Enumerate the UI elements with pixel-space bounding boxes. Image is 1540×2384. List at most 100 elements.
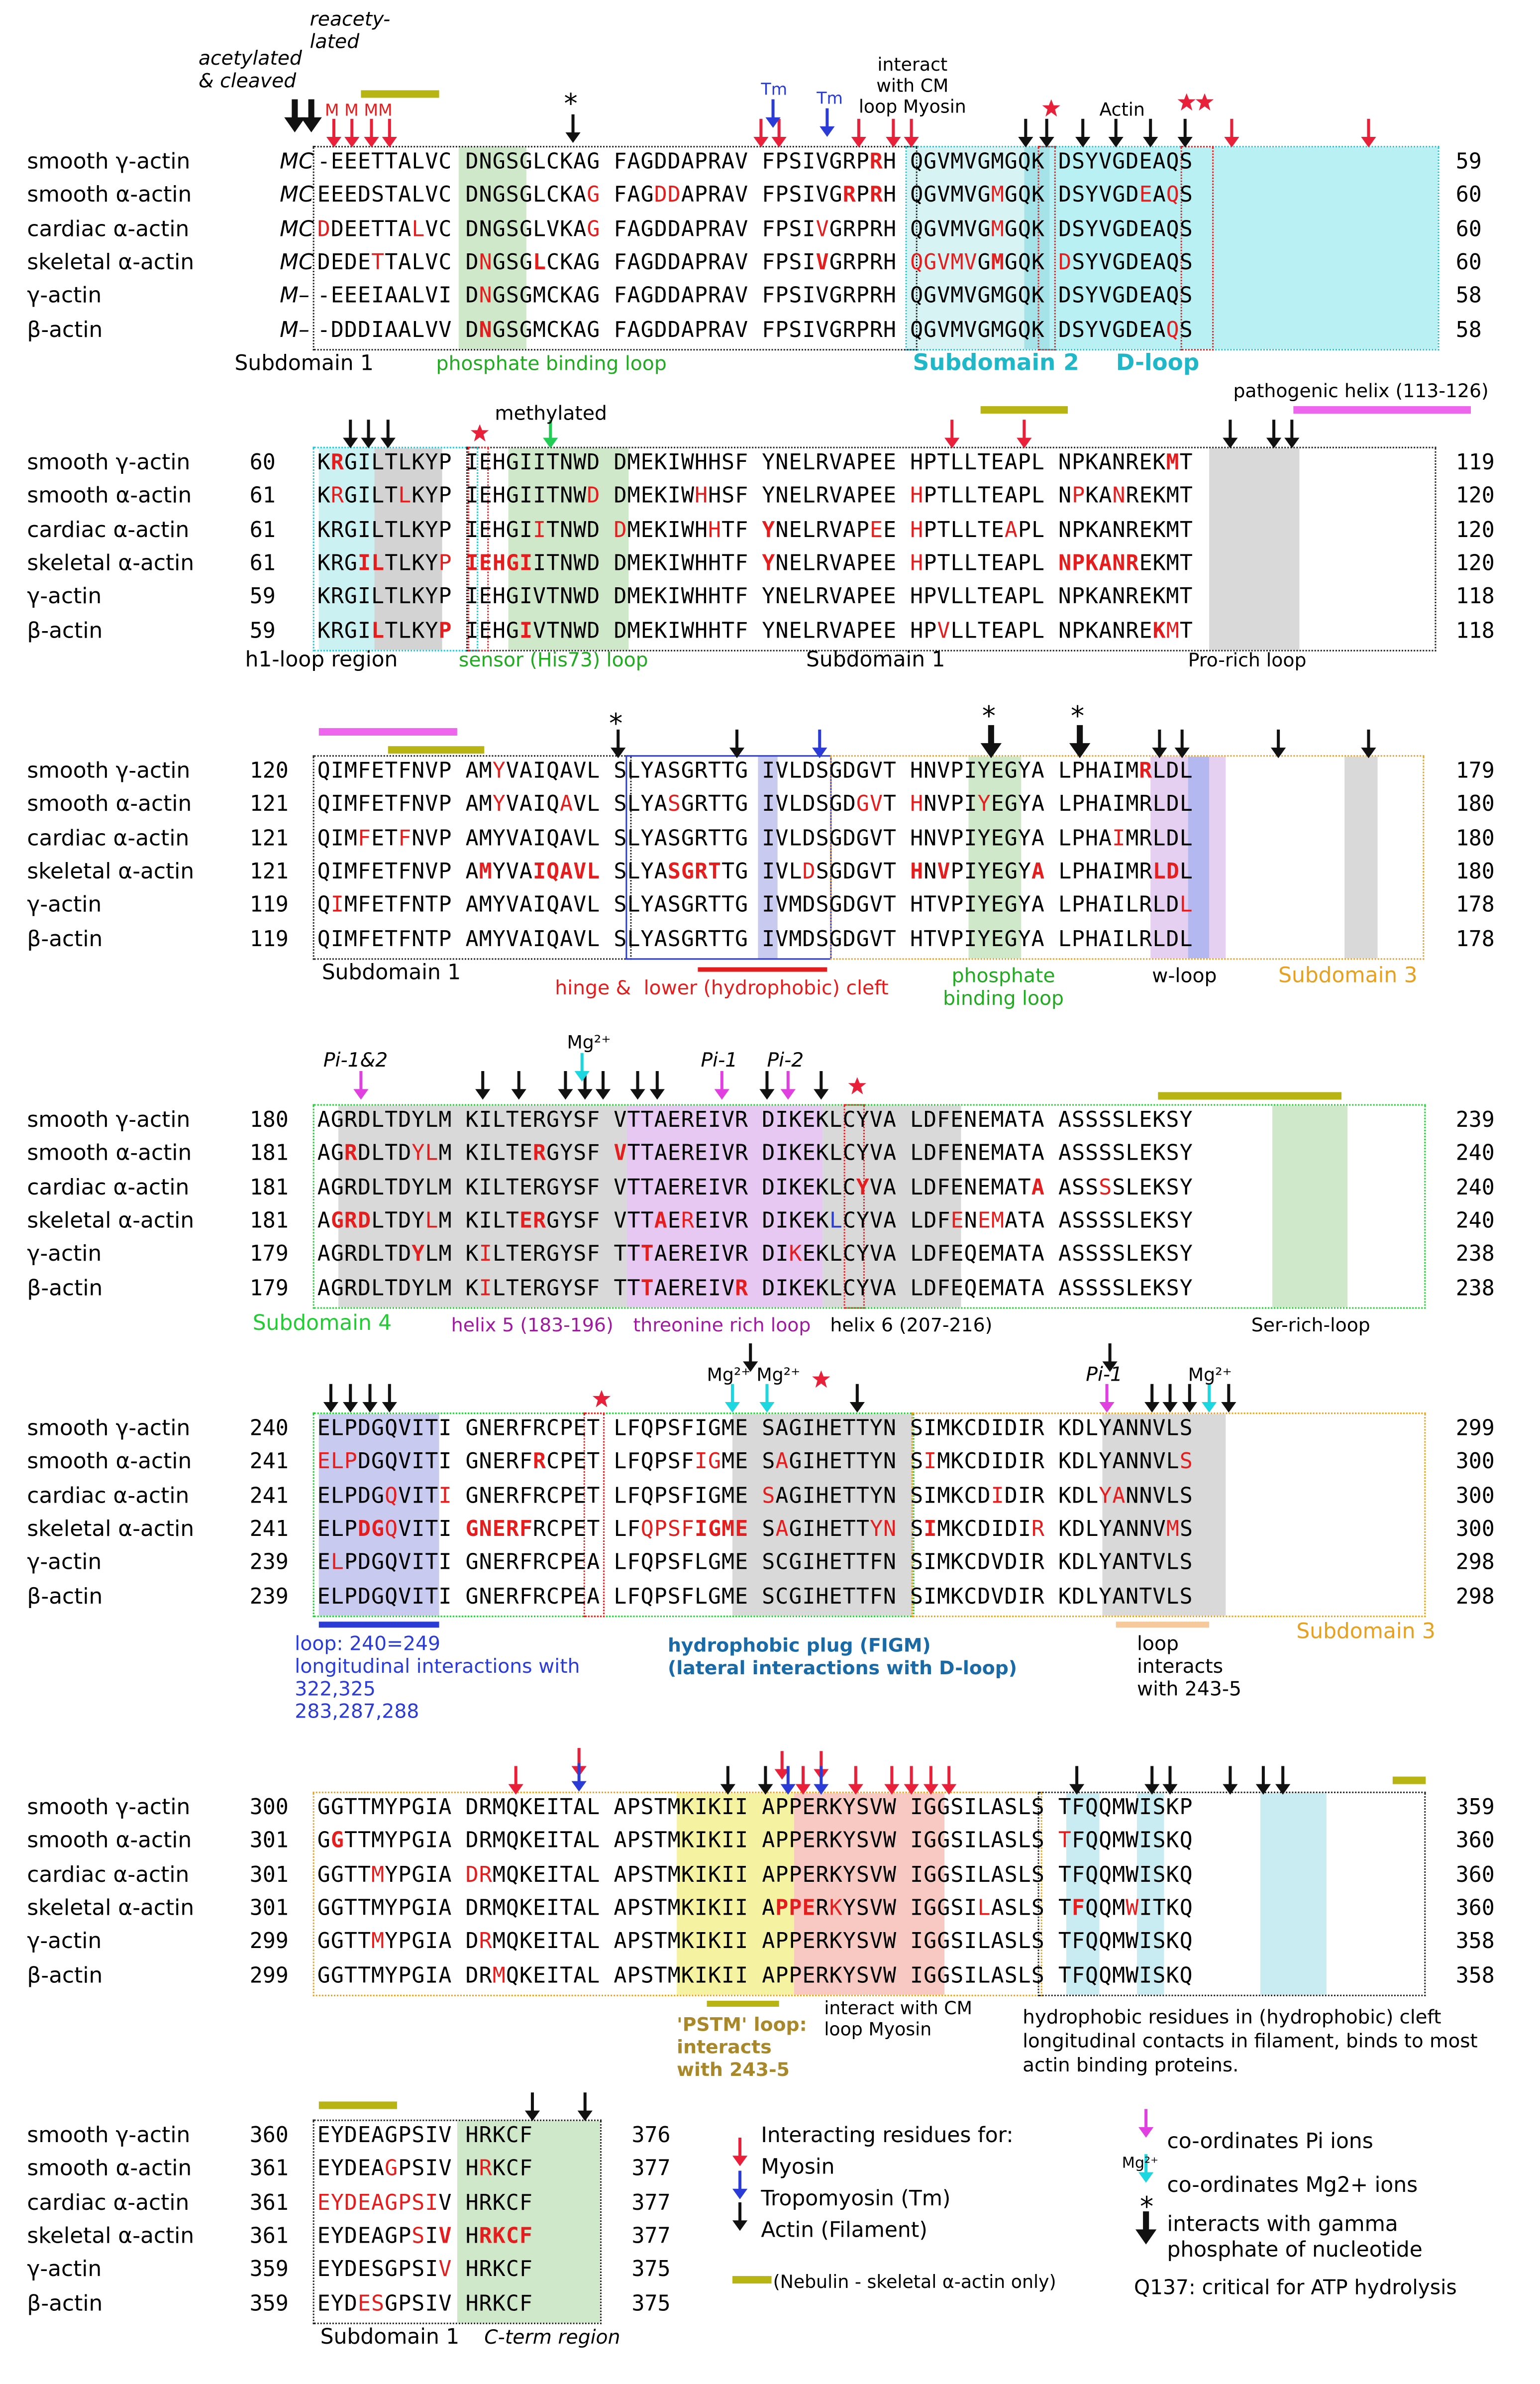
residue-segment: Y — [492, 759, 506, 784]
sequence-row: QIMFETFNTP AMYVAIQAVL SLYASGRTTG IVMDSGD… — [317, 889, 1193, 922]
residue-segment: Y — [762, 518, 776, 542]
end-number: 240 — [1455, 1176, 1495, 1200]
end-number: 120 — [1455, 485, 1495, 509]
species-label: smooth α-actin — [27, 1450, 192, 1475]
residue-segment: EEEDSTALVC DNGSGLCKA — [317, 184, 587, 209]
residue-segment: LM K — [425, 1243, 479, 1267]
sequence-row: KRGILTLKYP IEHGIITNWD DMEKIWHHTF YNELRVA… — [317, 514, 1193, 546]
end-number: 299 — [1455, 1417, 1495, 1441]
residue-segment: V — [816, 251, 829, 275]
species-label: cardiac α-actin — [27, 217, 190, 242]
prefix: MC — [280, 251, 314, 275]
end-number: 180 — [1455, 827, 1495, 851]
residue-segment: A — [775, 1517, 789, 1542]
gamma-asterisk: * — [1140, 2191, 1154, 2224]
sequence-row: ELPDGQVITI GNERFRCPET LFQPSFIGME SAGIHET… — [317, 1446, 1193, 1479]
species-label: cardiac α-actin — [27, 2191, 190, 2215]
residue-segment: GIHETT — [789, 1517, 870, 1542]
residue-segment: KYP IEHGIITNW — [411, 485, 587, 509]
tm-label: Tm — [761, 80, 788, 100]
sequence-row: AGRDLTDYLM KILTERGYSF VTTAEREIVR DIKEKLC… — [317, 1104, 1193, 1137]
residue-segment: GQK DSYVGDEAQS — [1004, 217, 1193, 242]
start-number: 61 — [249, 518, 276, 542]
sequence-row: EYDEAGPSIV HRKCF — [317, 2120, 533, 2153]
sequence-row: KRGILTLKYP IEHGIITNWD DMEKIWHHTF YNELRVA… — [317, 547, 1193, 580]
residue-segment: Q — [317, 893, 331, 918]
residue-segment: TNWD — [546, 518, 614, 542]
residue-segment: Q — [1166, 318, 1180, 342]
subdomain1-label: Subdomain 1 — [320, 2325, 460, 2350]
actin-label: Actin — [1099, 99, 1145, 120]
residue-segment: KDLYANNV — [1045, 1517, 1166, 1542]
sequence-row: EYDEAGPSIV HRKCF — [317, 2153, 533, 2186]
residue-segment: K — [317, 485, 331, 509]
sequence-row: ELPDGQVITI GNERFRCPET LFQPSFIGME SAGIHET… — [317, 1513, 1193, 1546]
residue-segment: M — [371, 1863, 385, 1888]
residue-segment: GILT — [344, 485, 399, 509]
start-number: 61 — [249, 551, 276, 576]
end-number: 60 — [1455, 251, 1482, 275]
residue-segment: YPGIA D — [385, 1930, 479, 1954]
residue-segment: VC DNGSGLVKA — [425, 217, 587, 242]
species-label: γ-actin — [27, 893, 102, 918]
residue-segment: W — [1126, 1897, 1139, 1921]
residue-segment: A — [1031, 1176, 1045, 1200]
residue-segment: V — [816, 217, 829, 242]
residue-segment: EYDEA — [317, 2158, 385, 2182]
start-number: 300 — [249, 1796, 289, 1821]
end-number: 375 — [631, 2291, 671, 2316]
residue-segment: V — [937, 619, 951, 644]
residue-segment: F — [1072, 1897, 1086, 1921]
residue-segment: L — [1179, 860, 1194, 884]
residue-segment: IEHGI — [465, 551, 533, 576]
subdomain2-box-1 — [905, 146, 1439, 351]
sequence-row: QIMFETFNVP AMYVAIQAVL SLYASGRTTG IVLDSGD… — [317, 856, 1193, 888]
residue-segment: A — [654, 1209, 668, 1234]
start-number: 241 — [249, 1517, 289, 1542]
residue-segment: M — [479, 860, 493, 884]
subdomain1-label: Subdomain 1 — [321, 961, 461, 985]
sequence-row: -EEEIAALVI DNGSGMCKAG FAGDDAPRAV FPSIVGR… — [317, 280, 1193, 313]
nebulin-bar — [1158, 1092, 1342, 1100]
residue-segment: Y — [492, 793, 506, 818]
residue-segment: E — [667, 1209, 682, 1234]
residue-segment: QIMFETFNVP A — [317, 860, 479, 884]
species-label: smooth α-actin — [27, 2158, 192, 2182]
start-number: 359 — [249, 2258, 289, 2282]
residue-segment: Y — [856, 1176, 870, 1200]
residue-segment: AGRDLTDYLM KILTERGYSF VTTAEREIVR DIKEKLC… — [317, 1108, 1193, 1133]
residue-segment: S — [1179, 318, 1193, 342]
subdomain1-box-3 — [312, 755, 632, 960]
residue-segment: F — [398, 827, 412, 851]
residue-segment: I — [924, 1450, 937, 1475]
start-number: 121 — [249, 793, 289, 818]
residue-segment: R — [869, 184, 884, 209]
species-label: smooth γ-actin — [27, 759, 191, 784]
residue-segment: DG — [357, 1517, 385, 1542]
residue-segment: R — [533, 1517, 547, 1542]
residue-segment: ES — [357, 2291, 385, 2316]
residue-segment: D — [614, 518, 627, 542]
residue-segment: SLYA — [600, 860, 668, 884]
loop-underline-peach — [1116, 1622, 1210, 1628]
cterm-label: C-term region — [484, 2327, 620, 2350]
residue-segment: TTMYPGIA DRMQKEITAL APSTMKIKII APPERKYSV… — [344, 1830, 1058, 1854]
start-number: 61 — [249, 485, 276, 509]
sequence-row: AGRDLTDYLM KILTERGYSF VTTAEREIVR DIKEKLC… — [317, 1171, 1193, 1204]
residue-segment: G — [587, 217, 601, 242]
sequence-row: AGRDLTDYLM KILTERGYSF TTTAEREIVR DIKEKLC… — [317, 1238, 1193, 1271]
legend-q137: Q137: critical for ATP hydrolysis — [1133, 2276, 1457, 2300]
residue-segment: A — [560, 793, 574, 818]
species-label: smooth α-actin — [27, 793, 192, 818]
species-label: cardiac α-actin — [27, 1484, 190, 1509]
species-label: β-actin — [27, 2291, 103, 2316]
residue-segment: FAGDDAPRAV FPSI — [600, 217, 816, 242]
pathogenic-label: pathogenic helix (113-126) — [1233, 379, 1489, 402]
subdomain4-box — [312, 1104, 1426, 1309]
end-number: 360 — [1455, 1897, 1495, 1921]
end-number: 59 — [1455, 150, 1482, 175]
residue-segment: M — [1166, 619, 1180, 644]
residue-segment: R — [344, 1142, 358, 1167]
residue-segment: DGQVITI GNERF — [357, 1450, 533, 1475]
residue-segment: V — [614, 1142, 627, 1167]
